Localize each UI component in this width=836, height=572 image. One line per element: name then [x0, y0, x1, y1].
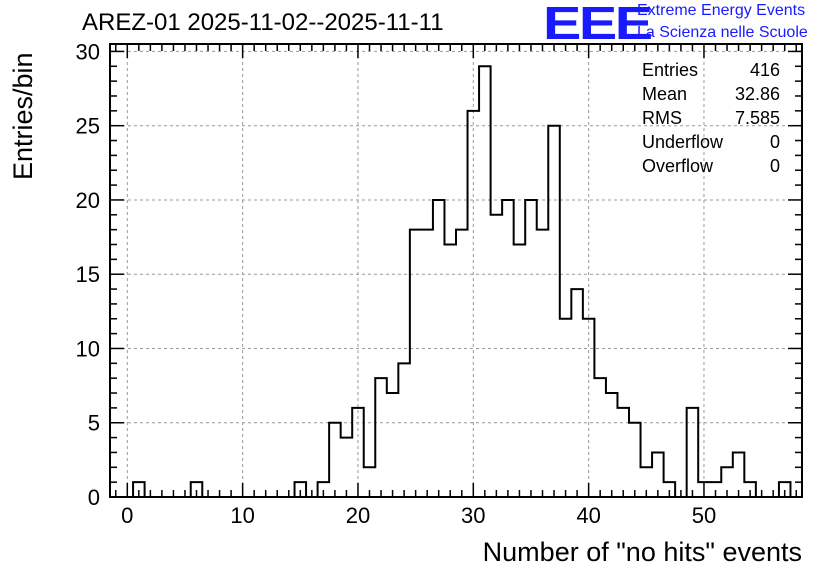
stat-mean: Mean 32.86 [642, 83, 780, 107]
y-tick-label: 20 [76, 188, 100, 213]
histogram-bin [479, 66, 491, 497]
stat-label: RMS [642, 108, 682, 128]
stat-underflow: Underflow 0 [642, 131, 780, 155]
y-tick-label: 0 [88, 485, 100, 510]
x-tick-label: 10 [230, 503, 254, 528]
histogram-bin [629, 423, 641, 497]
chart-title: AREZ-01 2025-11-02--2025-11-11 [82, 9, 444, 36]
stats-box: Entries 416 Mean 32.86 RMS 7.585 Underflow 0… [642, 59, 780, 179]
histogram-bin [491, 215, 503, 497]
y-tick-label: 15 [76, 262, 100, 287]
tick-labels: 0 10 20 30 40 50 0 5 10 15 20 25 30 [76, 39, 717, 528]
histogram-bin [548, 126, 560, 497]
stat-entries: Entries 416 [642, 59, 780, 83]
y-axis-label: Entries/bin [8, 52, 38, 180]
histogram-bin [410, 230, 422, 497]
histogram-bin [387, 393, 399, 497]
stat-overflow: Overflow 0 [642, 155, 780, 179]
x-tick-label: 40 [576, 503, 600, 528]
histogram-bin [341, 438, 353, 497]
y-tick-label: 5 [88, 411, 100, 436]
stat-value: 416 [749, 60, 780, 80]
histogram-bin [594, 378, 606, 497]
stat-value: 0 [769, 132, 780, 152]
stat-label: Overflow [642, 156, 714, 176]
logo-line-2: La Scienza nelle Scuole [637, 24, 808, 41]
histogram-bin [398, 363, 410, 497]
stat-rms: RMS 7.585 [642, 107, 780, 131]
y-tick-label: 30 [76, 39, 100, 64]
histogram-bin [456, 230, 468, 497]
histogram-bin [421, 230, 433, 497]
histogram-bin [375, 378, 387, 497]
y-tick-label: 10 [76, 336, 100, 361]
x-axis-label: Number of "no hits" events [482, 537, 802, 567]
histogram-bin [687, 408, 699, 497]
histogram-bin [560, 319, 572, 497]
stat-value: 32.86 [734, 84, 780, 104]
x-tick-label: 0 [121, 503, 133, 528]
histogram-bin [571, 289, 583, 497]
histogram-bin [444, 245, 456, 497]
histogram-bin [329, 423, 341, 497]
histogram-bin [606, 393, 618, 497]
histogram-bin [537, 230, 549, 497]
y-tick-label: 25 [76, 114, 100, 139]
histogram-bin [617, 408, 629, 497]
logo-line-1: Extreme Energy Events [637, 2, 806, 19]
x-tick-label: 20 [346, 503, 370, 528]
stat-label: Underflow [642, 132, 724, 152]
stat-label: Entries [642, 60, 699, 80]
x-tick-label: 30 [461, 503, 485, 528]
stat-label: Mean [642, 84, 688, 104]
axis-ticks [110, 44, 802, 498]
x-tick-label: 50 [692, 503, 716, 528]
stat-value: 7.585 [734, 108, 780, 128]
plot-frame [109, 43, 803, 498]
stat-value: 0 [769, 156, 780, 176]
eee-logo: EEE [543, 0, 653, 49]
histogram-bin [514, 245, 526, 497]
